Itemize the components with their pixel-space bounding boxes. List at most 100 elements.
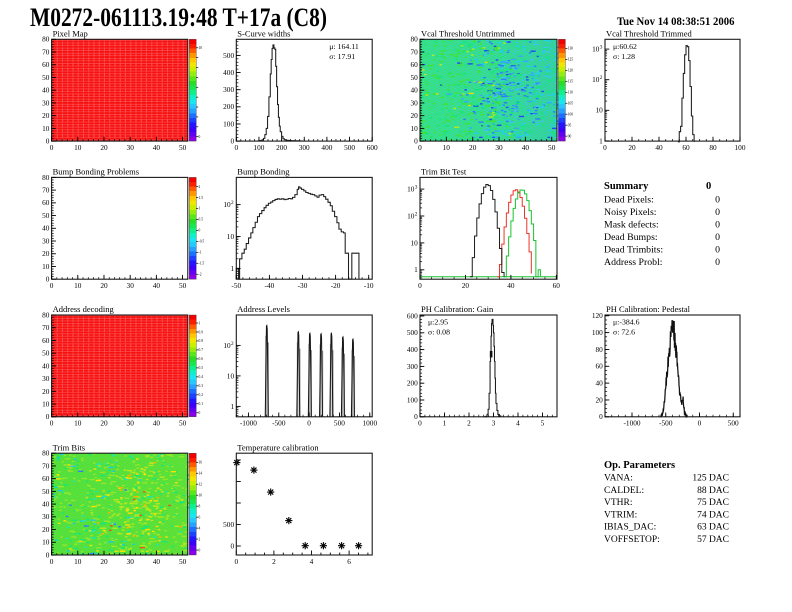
svg-text:20: 20 — [100, 281, 108, 290]
svg-text:70: 70 — [42, 47, 50, 56]
svg-text:300: 300 — [299, 143, 310, 152]
svg-text:115: 115 — [568, 80, 573, 84]
svg-text:40: 40 — [655, 143, 663, 152]
svg-text:0: 0 — [234, 557, 238, 566]
svg-text:0: 0 — [715, 245, 720, 256]
svg-text:VTHR:: VTHR: — [604, 498, 633, 508]
svg-text:1: 1 — [199, 321, 201, 325]
svg-text:600: 600 — [407, 311, 418, 320]
svg-text:Address decoding: Address decoding — [53, 304, 115, 314]
svg-text:σ: 0.08: σ: 0.08 — [428, 328, 450, 337]
svg-text:40: 40 — [42, 86, 50, 95]
svg-text:Temperature calibration: Temperature calibration — [237, 442, 319, 452]
svg-text:130: 130 — [568, 47, 574, 51]
svg-text:10: 10 — [74, 557, 82, 566]
svg-text:300: 300 — [407, 362, 418, 371]
svg-text:80: 80 — [42, 173, 50, 182]
svg-text:μ:-384.6: μ:-384.6 — [613, 318, 640, 327]
svg-text:20: 20 — [596, 395, 604, 404]
svg-text:20: 20 — [411, 111, 419, 120]
svg-text:80: 80 — [596, 345, 604, 354]
svg-text:0.1: 0.1 — [199, 402, 204, 406]
svg-text:88 DAC: 88 DAC — [697, 486, 729, 496]
svg-text:80: 80 — [42, 310, 50, 319]
svg-text:500: 500 — [407, 328, 418, 337]
svg-text:-1000: -1000 — [623, 419, 640, 428]
svg-text:0.2: 0.2 — [199, 393, 204, 397]
svg-text:50: 50 — [42, 487, 50, 496]
svg-text:10: 10 — [74, 419, 82, 428]
svg-text:0: 0 — [715, 257, 720, 268]
svg-text:1: 1 — [599, 136, 603, 145]
svg-text:500: 500 — [334, 419, 345, 428]
svg-text:Bump Bonding Problems: Bump Bonding Problems — [53, 167, 139, 177]
svg-text:1: 1 — [443, 419, 447, 428]
svg-text:10: 10 — [592, 75, 600, 84]
svg-text:40: 40 — [153, 281, 161, 290]
svg-text:0: 0 — [50, 557, 54, 566]
svg-text:100: 100 — [735, 143, 746, 152]
svg-text:200: 200 — [276, 143, 287, 152]
svg-text:200: 200 — [223, 102, 234, 111]
svg-text:16: 16 — [199, 461, 203, 465]
svg-text:0: 0 — [46, 137, 50, 146]
svg-text:Dead Pixels:: Dead Pixels: — [604, 195, 654, 206]
svg-text:0: 0 — [50, 281, 54, 290]
svg-text:-1.5: -1.5 — [199, 262, 205, 266]
svg-text:Bump Bonding: Bump Bonding — [237, 167, 290, 177]
svg-text:50: 50 — [179, 419, 187, 428]
svg-text:0: 0 — [715, 232, 720, 243]
svg-text:20: 20 — [462, 281, 470, 290]
svg-text:10: 10 — [199, 46, 203, 50]
svg-text:0: 0 — [414, 137, 418, 146]
svg-text:0: 0 — [46, 550, 50, 559]
svg-text:50: 50 — [42, 73, 50, 82]
svg-text:63 DAC: 63 DAC — [697, 523, 729, 533]
svg-text:0: 0 — [715, 220, 720, 231]
svg-text:0: 0 — [307, 419, 311, 428]
svg-text:5: 5 — [541, 419, 545, 428]
svg-text:50: 50 — [411, 73, 419, 82]
svg-text:70: 70 — [42, 186, 50, 195]
svg-text:60: 60 — [596, 362, 604, 371]
svg-text:10: 10 — [42, 262, 50, 271]
svg-text:30: 30 — [42, 512, 50, 521]
svg-text:10: 10 — [411, 124, 419, 133]
svg-text:0.3: 0.3 — [199, 384, 204, 388]
svg-text:30: 30 — [127, 143, 135, 152]
svg-text:50: 50 — [179, 143, 187, 152]
svg-text:1: 1 — [230, 402, 234, 411]
svg-text:σ: 72.6: σ: 72.6 — [613, 328, 635, 337]
svg-text:10: 10 — [42, 538, 50, 547]
svg-text:60: 60 — [42, 474, 50, 483]
svg-text:20: 20 — [100, 419, 108, 428]
svg-text:12: 12 — [199, 483, 203, 487]
svg-text:70: 70 — [42, 461, 50, 470]
svg-text:30: 30 — [42, 236, 50, 245]
svg-text:100: 100 — [568, 113, 574, 117]
svg-text:-40: -40 — [265, 281, 275, 290]
svg-text:6: 6 — [347, 557, 351, 566]
svg-text:40: 40 — [153, 143, 161, 152]
svg-text:1: 1 — [414, 265, 418, 274]
svg-text:400: 400 — [321, 143, 332, 152]
svg-text:500: 500 — [223, 51, 234, 60]
svg-text:1000: 1000 — [363, 419, 378, 428]
svg-text:80: 80 — [709, 143, 717, 152]
svg-text:10: 10 — [42, 124, 50, 133]
svg-text:120: 120 — [568, 69, 574, 73]
svg-text:40: 40 — [507, 281, 515, 290]
svg-text:Pixel Map: Pixel Map — [53, 29, 88, 39]
svg-text:Trim Bit Test: Trim Bit Test — [421, 167, 467, 177]
svg-text:4: 4 — [516, 419, 520, 428]
svg-text:500: 500 — [223, 520, 234, 529]
svg-text:400: 400 — [407, 345, 418, 354]
svg-text:0.5: 0.5 — [199, 218, 204, 222]
svg-text:125: 125 — [568, 58, 574, 62]
svg-text:2: 2 — [231, 200, 234, 206]
svg-text:30: 30 — [127, 419, 135, 428]
svg-text:0.7: 0.7 — [199, 348, 204, 352]
svg-text:600: 600 — [367, 143, 378, 152]
svg-text:30: 30 — [127, 557, 135, 566]
svg-text:Tue Nov 14 08:38:51 2006: Tue Nov 14 08:38:51 2006 — [617, 16, 735, 28]
